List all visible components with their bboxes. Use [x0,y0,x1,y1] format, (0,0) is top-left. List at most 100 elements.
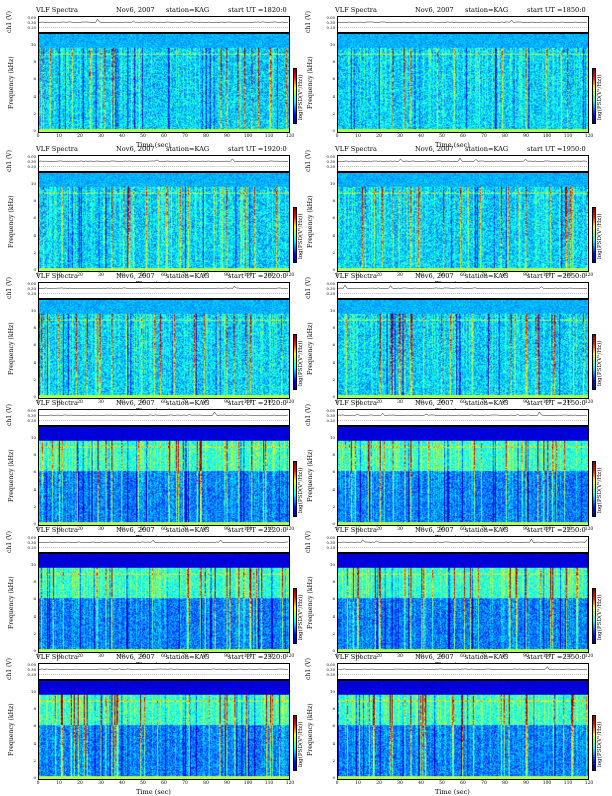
frequency-tick-label: 8 [332,59,335,65]
time-tick-label: 20 [77,134,83,139]
channel-tick-label: 0.30 [326,286,335,291]
time-tick-label: 30 [98,400,104,405]
frequency-axis-label: Frequency (kHz) [8,576,15,630]
time-tick-label: 120 [584,134,594,139]
frequency-tick-label: 6 [33,76,36,82]
channel-tick-label: 0.30 [326,159,335,164]
frequency-tick-label: 0 [332,648,335,653]
title-label: VLF Spectra [335,653,377,661]
panel-title: VLF Spectra Nov6, 2007 station=KAG start UT… [305,6,595,15]
colorbar-label: log(PSD(V²/Hz)) [597,594,603,640]
time-tick-label: 0 [36,781,40,786]
time-tick-label: 60 [161,654,167,659]
frequency-tick-label: 6 [332,215,335,221]
frequency-tick-label: 0 [33,267,36,272]
panel-title: VLF Spectra Nov6, 2007 station=KAG start UT… [305,399,595,408]
time-tick-label: 110 [563,654,573,659]
channel-tick-label: 0.30 [27,413,36,418]
title-date: Nov6, 2007 [116,6,155,14]
channel-trace-line [39,411,289,421]
time-tick-label: 120 [584,781,594,786]
frequency-axis-label: Frequency (kHz) [8,703,15,757]
time-tick-label: 110 [563,400,573,405]
colorbar-label: log(PSD(V²/Hz)) [597,721,603,767]
time-tick-label: 60 [460,781,466,786]
time-tick-label: 10 [355,400,361,405]
colorbar [592,588,596,644]
frequency-tick-label: 4 [332,486,335,492]
channel-tick-label: 0.20 [27,291,36,296]
spectrogram-plot [38,426,290,526]
colorbar-label: log(PSD(V²/Hz)) [597,213,603,259]
frequency-tick-label: 2 [332,630,335,636]
time-tick-label: 0 [335,400,339,405]
spectrogram-image [338,34,588,132]
spectrogram-panel: VLF Spectra Nov6, 2007 station=KAG start UT… [305,145,605,288]
time-tick-label: 60 [161,273,167,278]
time-tick-label: 70 [182,654,188,659]
title-station: station=KAG [465,145,509,153]
frequency-axis-label: Frequency (kHz) [307,322,314,376]
spectrogram-plot [38,553,290,653]
time-tick-label: 80 [502,527,508,532]
time-tick-label: 90 [523,527,529,532]
channel-trace-line [39,158,289,167]
colorbar [592,461,596,517]
time-tick-label: 10 [56,134,62,139]
spectrogram-plot [337,299,589,399]
channel-tick-label: 0.20 [326,25,335,30]
frequency-tick-label: 4 [33,359,36,365]
spectrogram-panel: VLF Spectra Nov6, 2007 station=KAG start UT… [6,399,306,542]
channel-tick-label: 0.30 [27,20,36,25]
frequency-tick-label: 4 [332,359,335,365]
spectrogram-image [338,173,588,271]
time-tick-label: 30 [98,527,104,532]
panel-title: VLF Spectra Nov6, 2007 station=KAG start UT… [305,272,595,281]
frequency-axis-label: Frequency (kHz) [8,56,15,110]
time-tick-label: 50 [439,134,445,139]
frequency-tick-label: 0 [33,775,36,780]
time-tick-label: 50 [439,654,445,659]
channel-trace-line [338,19,588,28]
title-start-time: start UT =1920:0 [228,145,287,153]
channel-tick-label: 0.00 [27,15,36,20]
colorbar-label: log(PSD(V²/Hz)) [597,74,603,120]
frequency-tick-label: 8 [332,325,335,331]
time-tick-label: 90 [224,654,230,659]
time-tick-label: 20 [376,781,382,786]
time-tick-label: 90 [224,781,230,786]
time-tick-label: 80 [502,134,508,139]
frequency-tick-label: 8 [332,198,335,204]
channel-tick-label: 0.30 [326,20,335,25]
spectrogram-image [338,300,588,398]
time-tick-label: 80 [203,400,209,405]
time-tick-label: 70 [481,654,487,659]
channel-trace [337,536,589,553]
time-tick-label: 10 [56,273,62,278]
channel-tick-label: 0.00 [326,154,335,159]
channel-trace-line [338,538,588,548]
channel-trace-line [338,157,588,167]
time-tick-label: 70 [182,400,188,405]
channel-trace [337,282,589,299]
frequency-tick-label: 10 [329,562,335,567]
time-tick-label: 30 [397,134,403,139]
time-tick-label: 70 [182,273,188,278]
time-tick-label: 0 [36,400,40,405]
time-tick-label: 50 [140,781,146,786]
title-station: station=KAG [465,6,509,14]
time-tick-label: 70 [481,527,487,532]
spectrogram-panel: VLF Spectra Nov6, 2007 station=KAG start UT… [6,6,306,149]
time-tick-label: 60 [161,400,167,405]
time-tick-label: 20 [77,400,83,405]
time-tick-label: 70 [481,273,487,278]
time-tick-label: 0 [335,273,339,278]
channel-tick-label: 0.00 [326,408,335,413]
title-station: station=KAG [166,272,210,280]
channel-axis-label: ch1 (V) [6,404,13,426]
frequency-tick-label: 2 [33,376,36,382]
channel-tick-label: 0.20 [326,418,335,423]
channel-trace [38,16,290,33]
time-tick-label: 120 [285,781,295,786]
